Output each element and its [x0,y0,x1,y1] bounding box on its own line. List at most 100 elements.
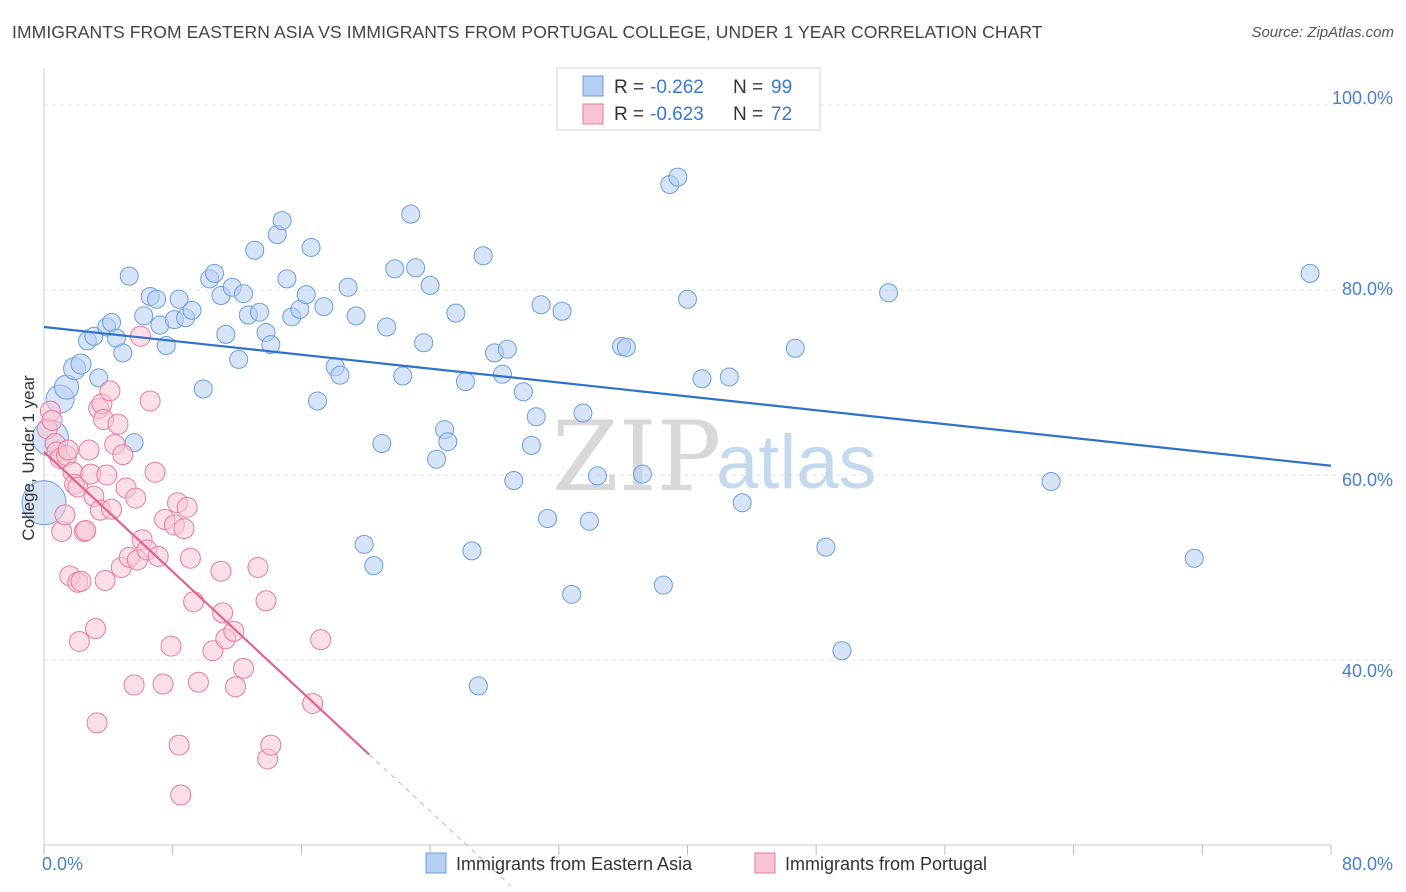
stats-n-value-2: 72 [771,104,792,125]
eastern-asia-point-49 [346,306,366,326]
portugal-point-71 [310,629,332,651]
eastern-asia-point-31 [233,284,253,304]
eastern-asia-point-81 [587,466,607,486]
eastern-asia-point-91 [785,338,805,358]
portugal-point-39 [125,487,147,509]
portugal-point-57 [183,591,205,613]
eastern-asia-point-12 [113,343,133,363]
eastern-asia-point-5 [70,353,92,375]
eastern-asia-point-72 [513,382,533,402]
portugal-trend-extension [368,753,511,887]
portugal-point-63 [223,620,245,642]
eastern-asia-point-94 [879,283,899,303]
eastern-asia-point-45 [314,297,334,317]
eastern-asia-point-87 [668,167,688,187]
legend-label-portugal: Immigrants from Portugal [785,854,987,874]
portugal-point-59 [202,640,224,662]
stats-n-label-2: N = [733,104,763,125]
trend-lines [43,325,1332,887]
eastern-asia-point-17 [147,289,167,309]
x-tick-label-min: 0.0% [42,854,83,874]
y-tick-label-100: 100.0% [1332,88,1393,108]
eastern-asia-point-23 [182,300,202,320]
series-legend: Immigrants from Eastern Asia Immigrants … [425,852,987,874]
eastern-asia-point-57 [406,258,426,278]
portugal-point-54 [173,518,195,540]
eastern-asia-point-52 [372,434,392,454]
stats-r-value-1: -0.262 [650,77,704,98]
portugal-point-2 [41,409,63,431]
eastern-asia-point-63 [446,303,466,323]
eastern-asia-point-42 [296,285,316,305]
watermark-atlas: atlas [716,420,877,505]
portugal-point-56 [179,547,201,569]
eastern-asia-point-71 [504,471,524,491]
portugal-point-67 [255,590,277,612]
series-portugal-points [36,325,332,806]
portugal-point-7 [54,504,76,526]
eastern-asia-point-96 [1184,548,1204,568]
eastern-asia-point-39 [277,269,297,289]
eastern-asia-point-69 [492,364,512,384]
legend-label-eastern-asia: Immigrants from Eastern Asia [456,854,693,874]
eastern-asia-point-34 [250,302,270,322]
eastern-asia-point-44 [307,391,327,411]
eastern-asia-point-55 [393,366,413,386]
y-tick-label-60: 60.0% [1342,470,1393,490]
series-eastern-asia-points [21,167,1320,696]
portugal-point-45 [144,461,166,483]
stats-swatch-portugal [582,103,604,125]
portugal-point-28 [94,569,116,591]
eastern-asia-point-70 [497,339,517,359]
eastern-asia-point-28 [216,324,236,344]
eastern-asia-point-74 [526,407,546,427]
eastern-asia-point-90 [732,493,752,513]
eastern-asia-point-51 [364,556,384,576]
portugal-point-60 [210,560,232,582]
eastern-asia-point-65 [462,541,482,561]
eastern-asia-point-80 [579,511,599,531]
portugal-point-47 [152,673,174,695]
portugal-point-53 [170,784,192,806]
portugal-point-14 [67,476,89,498]
eastern-asia-point-36 [261,335,281,355]
eastern-asia-point-13 [119,266,139,286]
eastern-asia-point-98 [678,289,697,309]
eastern-asia-point-62 [438,432,458,452]
eastern-asia-point-26 [205,263,225,283]
eastern-asia-point-8 [89,368,109,388]
eastern-asia-point-10 [102,312,122,332]
portugal-point-31 [101,498,123,520]
eastern-asia-point-66 [468,676,488,696]
portugal-point-29 [96,464,118,486]
eastern-asia-point-50 [354,534,374,554]
eastern-asia-point-59 [420,275,440,295]
y-tick-label-40: 40.0% [1342,661,1393,681]
portugal-point-23 [86,712,108,734]
eastern-asia-point-54 [385,259,405,279]
eastern-asia-point-38 [272,211,292,231]
eastern-asia-point-83 [616,337,636,357]
portugal-point-38 [123,674,145,696]
portugal-point-22 [84,618,106,640]
legend-swatch-eastern-asia [425,852,447,874]
eastern-asia-trend-line [43,325,1332,467]
eastern-asia-point-93 [832,641,852,661]
portugal-point-66 [247,557,269,578]
portugal-point-65 [232,657,254,679]
portugal-point-15 [68,631,90,652]
eastern-asia-point-89 [719,367,739,387]
portugal-point-64 [224,676,246,698]
stats-r-label-2: R = [614,104,644,125]
stats-r-label-1: R = [614,77,644,98]
eastern-asia-point-76 [538,508,558,528]
stats-n-value-1: 99 [771,77,792,98]
eastern-asia-point-48 [338,277,358,297]
eastern-asia-point-47 [330,365,350,385]
eastern-asia-point-33 [245,240,265,260]
eastern-asia-point-67 [473,246,493,266]
legend-swatch-portugal [754,852,776,874]
portugal-point-49 [160,635,182,657]
stats-legend: R = -0.262 N = 99 R = -0.623 N = 72 [556,67,821,131]
